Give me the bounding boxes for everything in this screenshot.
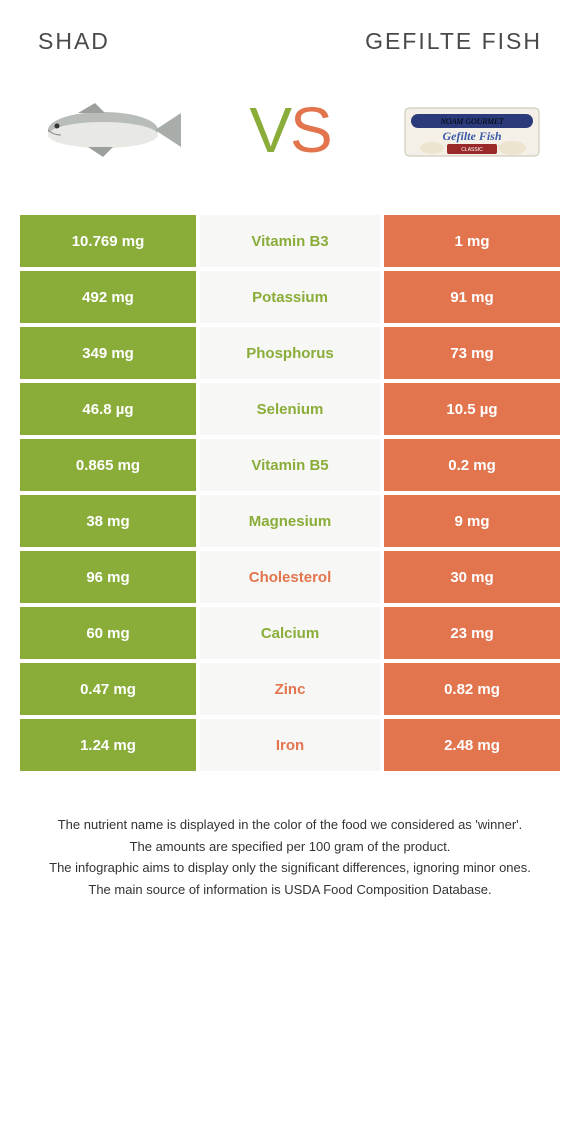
image-row: VS NOAM GOURMET Gefilte Fish CLASSIC — [0, 65, 580, 215]
table-row: 46.8 µgSelenium10.5 µg — [20, 383, 560, 439]
cell-left-value: 38 mg — [20, 495, 200, 551]
footer-line-3: The infographic aims to display only the… — [30, 858, 550, 878]
cell-nutrient-label: Phosphorus — [200, 327, 380, 383]
cell-nutrient-label: Potassium — [200, 271, 380, 327]
cell-right-value: 10.5 µg — [380, 383, 560, 439]
fish-icon — [33, 95, 183, 165]
footer-line-1: The nutrient name is displayed in the co… — [30, 815, 550, 835]
shad-image — [28, 75, 188, 185]
title-left: Shad — [38, 28, 110, 55]
cell-left-value: 60 mg — [20, 607, 200, 663]
cell-nutrient-label: Vitamin B5 — [200, 439, 380, 495]
infographic-root: Shad Gefilte fish VS NOAM GOURMET Gefilt — [0, 0, 580, 899]
cell-nutrient-label: Magnesium — [200, 495, 380, 551]
cell-left-value: 46.8 µg — [20, 383, 200, 439]
cell-nutrient-label: Calcium — [200, 607, 380, 663]
cell-nutrient-label: Cholesterol — [200, 551, 380, 607]
cell-nutrient-label: Selenium — [200, 383, 380, 439]
table-row: 96 mgCholesterol30 mg — [20, 551, 560, 607]
cell-right-value: 9 mg — [380, 495, 560, 551]
table-row: 0.47 mgZinc0.82 mg — [20, 663, 560, 719]
cell-right-value: 73 mg — [380, 327, 560, 383]
cell-nutrient-label: Iron — [200, 719, 380, 775]
cell-left-value: 492 mg — [20, 271, 200, 327]
cell-left-value: 1.24 mg — [20, 719, 200, 775]
footer-line-2: The amounts are specified per 100 gram o… — [30, 837, 550, 857]
cell-left-value: 96 mg — [20, 551, 200, 607]
package-icon: NOAM GOURMET Gefilte Fish CLASSIC — [397, 90, 547, 170]
cell-left-value: 0.865 mg — [20, 439, 200, 495]
table-row: 10.769 mgVitamin B31 mg — [20, 215, 560, 271]
vs-v: V — [249, 93, 290, 167]
table-row: 0.865 mgVitamin B50.2 mg — [20, 439, 560, 495]
cell-nutrient-label: Zinc — [200, 663, 380, 719]
gefilte-image: NOAM GOURMET Gefilte Fish CLASSIC — [392, 75, 552, 185]
footer-line-4: The main source of information is USDA F… — [30, 880, 550, 900]
cell-nutrient-label: Vitamin B3 — [200, 215, 380, 271]
table-row: 38 mgMagnesium9 mg — [20, 495, 560, 551]
vs-s: S — [290, 93, 331, 167]
svg-text:Gefilte Fish: Gefilte Fish — [443, 129, 502, 143]
table-row: 1.24 mgIron2.48 mg — [20, 719, 560, 775]
cell-right-value: 91 mg — [380, 271, 560, 327]
table-row: 349 mgPhosphorus73 mg — [20, 327, 560, 383]
svg-text:NOAM GOURMET: NOAM GOURMET — [440, 117, 504, 126]
header: Shad Gefilte fish — [0, 0, 580, 65]
cell-right-value: 0.2 mg — [380, 439, 560, 495]
cell-left-value: 0.47 mg — [20, 663, 200, 719]
svg-text:CLASSIC: CLASSIC — [461, 147, 483, 153]
cell-left-value: 10.769 mg — [20, 215, 200, 271]
cell-right-value: 23 mg — [380, 607, 560, 663]
table-row: 60 mgCalcium23 mg — [20, 607, 560, 663]
footer-notes: The nutrient name is displayed in the co… — [30, 815, 550, 899]
cell-right-value: 30 mg — [380, 551, 560, 607]
table-row: 492 mgPotassium91 mg — [20, 271, 560, 327]
cell-left-value: 349 mg — [20, 327, 200, 383]
cell-right-value: 0.82 mg — [380, 663, 560, 719]
vs-label: VS — [249, 93, 330, 167]
cell-right-value: 1 mg — [380, 215, 560, 271]
cell-right-value: 2.48 mg — [380, 719, 560, 775]
comparison-table: 10.769 mgVitamin B31 mg492 mgPotassium91… — [20, 215, 560, 775]
title-right: Gefilte fish — [365, 28, 542, 55]
